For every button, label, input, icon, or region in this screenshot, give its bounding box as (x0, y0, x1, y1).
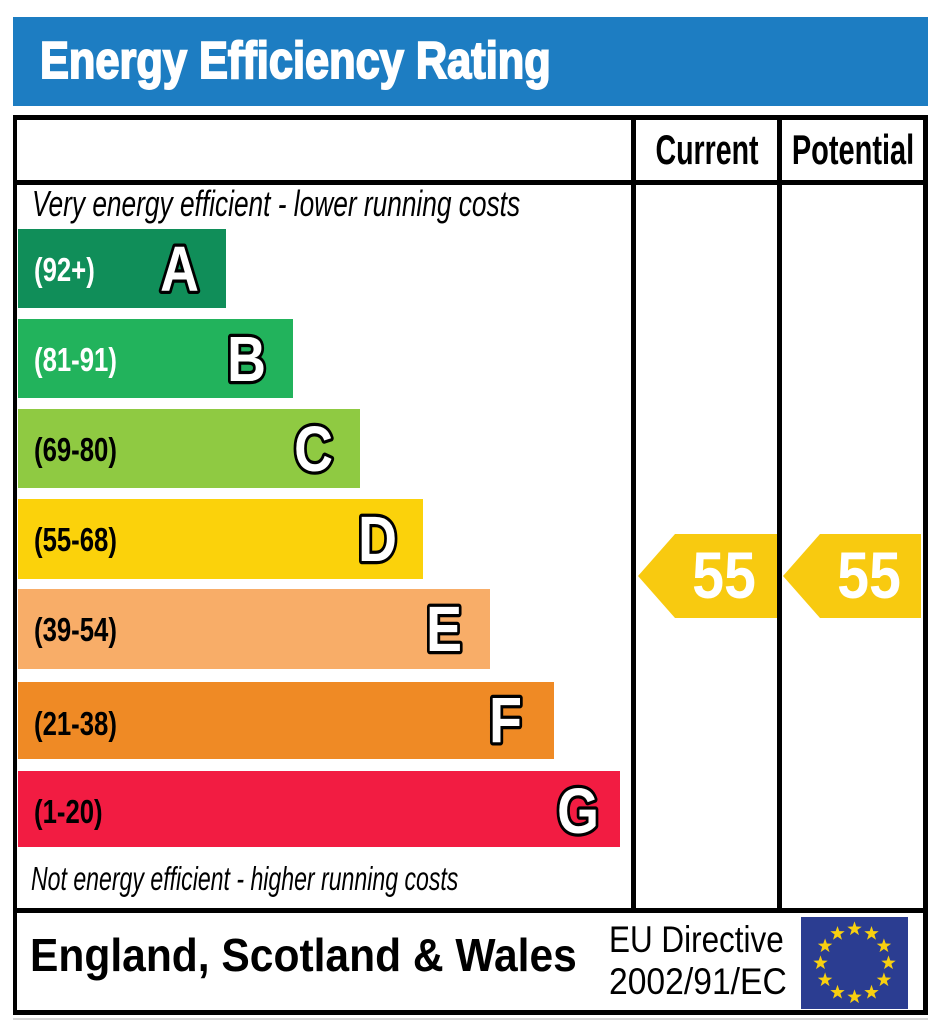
svg-text:(1-20): (1-20) (34, 794, 103, 831)
svg-text:G: G (557, 775, 599, 848)
svg-text:C: C (294, 413, 333, 486)
svg-text:D: D (358, 503, 397, 576)
svg-text:(39-54): (39-54) (34, 612, 117, 649)
svg-text:(21-38): (21-38) (34, 706, 117, 743)
svg-text:EU Directive: EU Directive (609, 920, 784, 961)
svg-text:2002/91/EC: 2002/91/EC (609, 962, 787, 1003)
svg-text:B: B (227, 323, 266, 396)
svg-text:F: F (489, 684, 522, 757)
svg-text:(81-91): (81-91) (34, 342, 117, 379)
svg-text:Very energy efficient - lower: Very energy efficient - lower running co… (32, 183, 520, 224)
svg-text:A: A (160, 233, 199, 306)
svg-text:Not energy efficient - higher: Not energy efficient - higher running co… (31, 861, 458, 898)
svg-text:Energy Efficiency Rating: Energy Efficiency Rating (40, 32, 551, 90)
svg-text:55: 55 (837, 539, 901, 613)
svg-text:Current: Current (655, 125, 758, 173)
svg-text:Potential: Potential (792, 126, 914, 174)
svg-text:(92+): (92+) (34, 252, 95, 289)
svg-text:E: E (426, 593, 462, 666)
svg-text:55: 55 (692, 539, 756, 613)
svg-text:England, Scotland & Wales: England, Scotland & Wales (30, 931, 577, 982)
svg-text:(69-80): (69-80) (34, 432, 117, 469)
svg-text:(55-68): (55-68) (34, 522, 117, 559)
